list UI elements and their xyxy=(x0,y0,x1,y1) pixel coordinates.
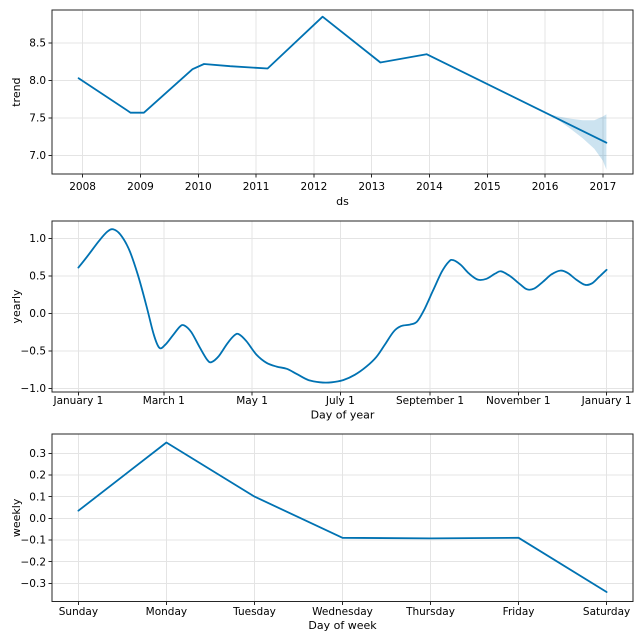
x-tick-label: March 1 xyxy=(143,395,185,407)
y-tick-label: −0.3 xyxy=(21,578,47,590)
x-tick-label: 2013 xyxy=(358,181,385,193)
y-tick-label: 0.3 xyxy=(29,448,46,460)
y-tick-label: 0.0 xyxy=(29,513,46,525)
y-tick-label: 8.0 xyxy=(29,75,46,87)
x-tick-label: November 1 xyxy=(486,395,551,407)
trend-subplot: 2008 2009 2010 2011 2012 2013 2014 2015 2016 2017… xyxy=(10,9,634,208)
y-tick-label: −0.5 xyxy=(21,346,47,358)
trend-line xyxy=(77,15,608,144)
x-tick-label: 2010 xyxy=(185,181,212,193)
x-tick-label: Monday xyxy=(146,606,187,618)
yearly-subplot: January 1 March 1 May 1 July 1 September 1 No… xyxy=(10,220,634,422)
axes-frame xyxy=(51,9,634,175)
x-tick-label: 2016 xyxy=(532,181,559,193)
y-tick-label: −1.0 xyxy=(21,383,47,395)
x-axis-label: ds xyxy=(336,195,349,208)
weekly-line xyxy=(77,441,608,593)
x-tick-label: September 1 xyxy=(396,395,464,407)
y-tick-label: −0.2 xyxy=(21,556,47,568)
x-tick-label: Wednesday xyxy=(312,606,373,618)
y-axis-label: weekly xyxy=(10,498,23,537)
y-tick-label: 7.5 xyxy=(29,113,46,125)
x-tick-label: 2011 xyxy=(243,181,270,193)
x-tick-label: Saturday xyxy=(583,606,630,618)
x-tick-label: Friday xyxy=(503,606,535,618)
x-tick-label: 2017 xyxy=(590,181,617,193)
yearly-line xyxy=(77,228,608,384)
x-tick-label: May 1 xyxy=(236,395,268,407)
y-tick-label: 0.2 xyxy=(29,470,46,482)
y-tick-label: 1.0 xyxy=(29,233,46,245)
x-axis-label: Day of week xyxy=(308,619,377,632)
x-tick-label: January 1 xyxy=(581,395,632,407)
x-tick-label: July 1 xyxy=(325,395,355,407)
weekly-subplot: Sunday Monday Tuesday Wednesday Thursday Frid… xyxy=(10,433,634,632)
x-tick-label: January 1 xyxy=(52,395,103,407)
x-tick-label: Sunday xyxy=(59,606,98,618)
y-axis-label: trend xyxy=(10,77,23,106)
x-tick-label: 2009 xyxy=(127,181,154,193)
x-tick-label: 2014 xyxy=(416,181,443,193)
x-tick-label: 2012 xyxy=(301,181,328,193)
x-tick-label: Thursday xyxy=(405,606,455,618)
y-tick-label: 0.1 xyxy=(29,491,46,503)
y-tick-label: −0.1 xyxy=(21,535,47,547)
x-tick-label: 2008 xyxy=(69,181,96,193)
y-tick-label: 0.0 xyxy=(29,308,46,320)
uncertainty-band xyxy=(548,114,607,170)
y-tick-label: 8.5 xyxy=(29,38,46,50)
y-tick-label: 0.5 xyxy=(29,271,46,283)
y-axis-label: yearly xyxy=(10,289,23,324)
x-tick-label: 2015 xyxy=(474,181,501,193)
x-tick-label: Tuesday xyxy=(232,606,276,618)
axes-frame xyxy=(51,220,634,393)
x-axis-label: Day of year xyxy=(311,409,375,422)
y-tick-label: 7.0 xyxy=(29,150,46,162)
